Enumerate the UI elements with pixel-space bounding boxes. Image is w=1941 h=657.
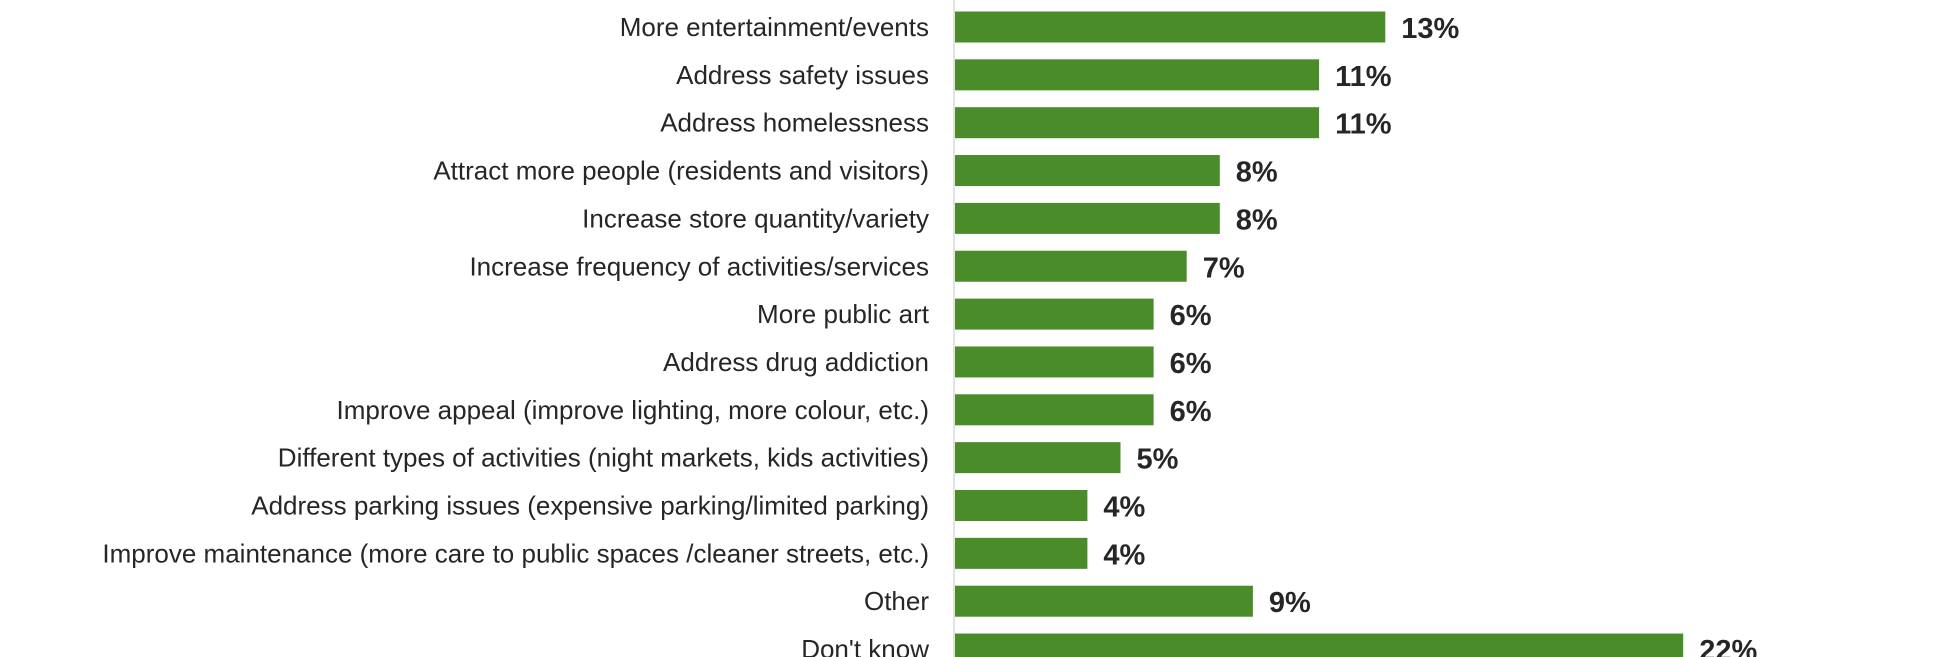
value-label: 6% (1170, 300, 1212, 332)
bar (955, 537, 1088, 569)
category-label: More public art (757, 299, 930, 329)
category-label: Don't know (801, 634, 929, 657)
value-label: 13% (1401, 13, 1459, 45)
value-label: 8% (1236, 204, 1278, 236)
bars-layer (955, 11, 1684, 657)
category-label: Attract more people (residents and visit… (433, 156, 929, 186)
value-label: 7% (1203, 252, 1245, 284)
value-label: 11% (1335, 61, 1392, 93)
category-label: Address drug addiction (663, 347, 929, 377)
category-label: Different types of activities (night mar… (278, 443, 929, 473)
bar (955, 442, 1121, 474)
value-label: 6% (1170, 348, 1212, 380)
value-label: 4% (1103, 492, 1145, 524)
category-label: Improve maintenance (more care to public… (102, 538, 929, 568)
labels-layer: More entertainment/events 13% Address safe… (102, 12, 1757, 657)
bar (955, 346, 1154, 378)
value-label: 22% (1699, 635, 1757, 657)
bar (955, 59, 1320, 91)
bar (955, 490, 1088, 521)
value-label: 11% (1335, 109, 1392, 141)
category-label: Address parking issues (expensive parkin… (251, 491, 929, 521)
bar (955, 298, 1154, 330)
bar (955, 585, 1253, 617)
bar (955, 394, 1154, 426)
category-label: Address homelessness (660, 108, 929, 138)
category-label: Other (864, 586, 929, 616)
bar (955, 155, 1220, 187)
bar (955, 633, 1684, 657)
category-label: Increase store quantity/variety (582, 203, 929, 233)
bar (955, 107, 1320, 139)
value-label: 9% (1269, 587, 1311, 619)
value-label: 8% (1236, 157, 1278, 189)
bar (955, 11, 1386, 43)
category-label: Improve appeal (improve lighting, more c… (337, 395, 930, 425)
category-label: More entertainment/events (620, 12, 929, 42)
category-label: Address safety issues (676, 60, 929, 90)
bar (955, 250, 1187, 282)
value-label: 5% (1137, 444, 1179, 476)
bar (955, 202, 1220, 234)
value-label: 6% (1170, 396, 1212, 428)
value-label: 4% (1103, 539, 1145, 571)
category-label: Increase frequency of activities/service… (469, 251, 929, 281)
